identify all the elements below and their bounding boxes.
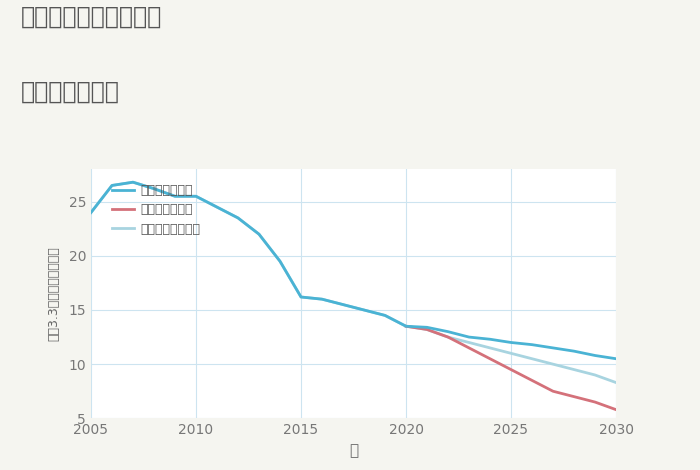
Legend: グッドシナリオ, バッドシナリオ, ノーマルシナリオ: グッドシナリオ, バッドシナリオ, ノーマルシナリオ [108, 180, 204, 239]
Y-axis label: 坪（3.3㎡）単価（万円）: 坪（3.3㎡）単価（万円） [47, 246, 60, 341]
X-axis label: 年: 年 [349, 443, 358, 458]
Text: 三重県伊賀市上友生の: 三重県伊賀市上友生の [21, 5, 162, 29]
Text: 土地の価格推移: 土地の価格推移 [21, 80, 120, 104]
